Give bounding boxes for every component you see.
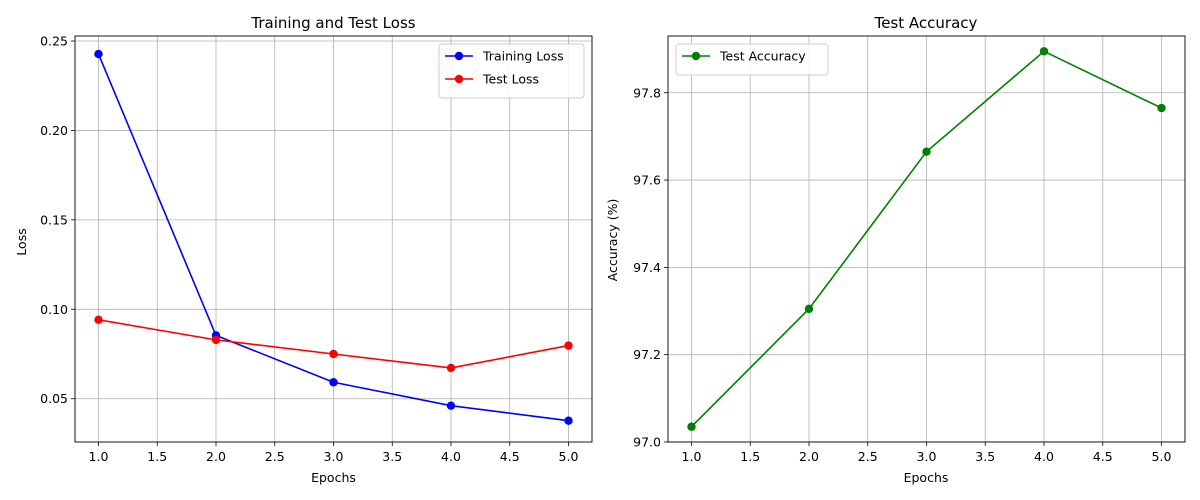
- loss-axes-frame: [74, 35, 593, 443]
- loss-x-tick-label: 3.0: [324, 449, 344, 464]
- accuracy-data-point: [687, 422, 696, 431]
- loss-legend: Training Loss Test Loss: [438, 43, 585, 99]
- accuracy-data-point: [922, 147, 931, 156]
- loss-legend-label: Test Loss: [482, 72, 539, 87]
- loss-x-tick-label: 1.5: [147, 449, 167, 464]
- accuracy-axes-frame: [667, 35, 1186, 443]
- loss-chart: Training and Test Loss Epochs Loss 1.0 1.…: [14, 14, 593, 485]
- accuracy-legend-swatch-marker: [691, 51, 701, 61]
- accuracy-x-tick-label: 2.5: [858, 449, 878, 464]
- loss-y-tick-label: 0.05: [40, 391, 68, 406]
- accuracy-legend: Test Accuracy: [675, 43, 829, 76]
- loss-x-tick-label: 4.0: [441, 449, 461, 464]
- accuracy-y-tick-label: 97.8: [633, 85, 661, 100]
- accuracy-x-tick-label: 4.0: [1034, 449, 1054, 464]
- accuracy-x-tick-label: 1.5: [740, 449, 760, 464]
- loss-y-tick-label: 0.20: [40, 123, 68, 138]
- loss-x-tick-label: 2.5: [265, 449, 285, 464]
- loss-x-tick-label: 5.0: [559, 449, 579, 464]
- accuracy-data-point: [804, 304, 814, 314]
- loss-data-point: [329, 349, 338, 359]
- loss-legend-swatch-marker: [454, 51, 464, 61]
- accuracy-legend-label: Test Accuracy: [719, 49, 806, 64]
- loss-y-tick-label: 0.10: [40, 302, 68, 317]
- loss-y-axis-label: Loss: [14, 228, 29, 255]
- loss-x-axis-label: Epochs: [311, 470, 356, 485]
- loss-chart-title: Training and Test Loss: [250, 14, 415, 32]
- accuracy-chart: Test Accuracy Epochs Accuracy (%) 1.0 1.5…: [605, 14, 1186, 485]
- loss-data-point: [94, 315, 103, 325]
- accuracy-legend-box: [675, 43, 829, 76]
- accuracy-y-tick-label: 97.6: [633, 173, 661, 188]
- accuracy-data-point: [1157, 103, 1166, 113]
- loss-data-point: [446, 401, 456, 410]
- loss-legend-label: Training Loss: [482, 49, 564, 64]
- loss-data-point: [329, 378, 338, 387]
- accuracy-y-tick-label: 97.4: [633, 260, 661, 275]
- loss-x-tick-label: 3.5: [382, 449, 402, 464]
- loss-data-point: [446, 363, 456, 373]
- loss-data-point: [211, 335, 221, 345]
- accuracy-y-tick-label: 97.0: [633, 435, 661, 450]
- accuracy-x-tick-label: 3.0: [917, 449, 937, 464]
- loss-data-point: [564, 341, 573, 350]
- loss-x-tick-label: 2.0: [206, 449, 226, 464]
- accuracy-x-tick-label: 5.0: [1152, 449, 1172, 464]
- accuracy-x-tick-label: 2.0: [799, 449, 819, 464]
- accuracy-x-tick-label: 3.5: [975, 449, 995, 464]
- accuracy-x-tick-label: 4.5: [1093, 449, 1113, 464]
- loss-y-tick-label: 0.15: [40, 212, 68, 227]
- accuracy-x-tick-label: 1.0: [682, 449, 702, 464]
- loss-data-point: [94, 49, 103, 59]
- loss-legend-swatch-marker: [454, 74, 464, 84]
- loss-x-tick-label: 1.0: [89, 449, 109, 464]
- loss-x-tick-label: 4.5: [500, 449, 520, 464]
- accuracy-chart-title: Test Accuracy: [874, 14, 978, 32]
- accuracy-x-axis-label: Epochs: [904, 470, 949, 485]
- loss-data-point: [564, 416, 573, 425]
- accuracy-y-axis-label: Accuracy (%): [605, 199, 620, 282]
- accuracy-y-tick-label: 97.2: [633, 347, 661, 362]
- accuracy-data-point: [1039, 47, 1049, 56]
- loss-y-tick-label: 0.25: [40, 34, 68, 49]
- loss-legend-box: [438, 43, 585, 99]
